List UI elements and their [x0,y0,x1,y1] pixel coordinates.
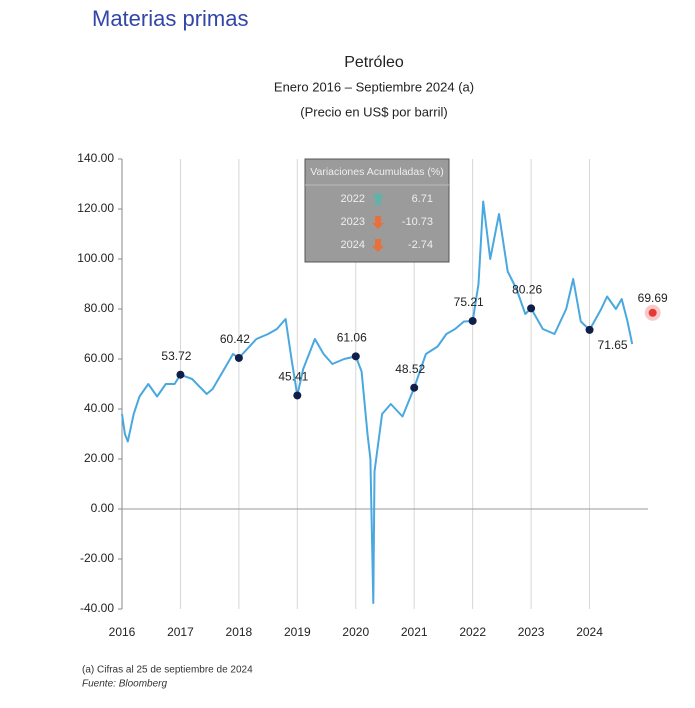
annotation-dot [410,383,419,392]
unit-label: (Precio en US$ por barril) [300,104,447,119]
annotation-label: 53.72 [161,349,191,363]
inset-year: 2023 [341,216,365,228]
y-tick-label: 140.00 [77,151,114,165]
footnote: (a) Cifras al 25 de septiembre de 2024 [82,665,253,676]
annotation-label: 71.65 [598,338,628,352]
y-tick-label: -20.00 [80,551,114,565]
y-tick-label: 80.00 [84,301,114,315]
header-title: Materias primas [92,6,248,31]
annotation-label: 75.21 [454,295,484,309]
price-line [121,200,634,604]
x-tick-label: 2024 [576,625,603,639]
x-tick-label: 2018 [226,625,253,639]
y-tick-label: 40.00 [84,401,114,415]
annotation-label: 80.26 [512,283,542,297]
annotation-label: 61.06 [337,331,367,345]
annotation-label: 60.42 [220,332,250,346]
x-tick-label: 2019 [284,625,311,639]
y-tick-label: 100.00 [77,251,114,265]
source: Fuente: Bloomberg [82,679,167,690]
inset-year: 2024 [341,239,365,251]
annotation-dot [468,316,477,325]
annotation-label: 45.41 [278,370,308,384]
chart-subtitle: Enero 2016 – Septiembre 2024 (a) [274,79,474,94]
annotation-dot [234,353,243,362]
inset-year: 2022 [341,193,365,205]
y-tick-label: 120.00 [77,201,114,215]
inset-title: Variaciones Acumuladas (%) [310,166,443,178]
annotation-dot [293,391,302,400]
x-tick-label: 2016 [109,625,136,639]
annotation-dot [351,352,360,361]
annotation-label: 69.69 [638,291,668,305]
trend-arrow [372,239,384,252]
trend-arrow [372,192,384,205]
inset-value: -10.73 [402,216,433,228]
annotation-dot [527,304,536,313]
x-tick-label: 2017 [167,625,194,639]
x-tick-label: 2022 [459,625,486,639]
annotation-dot [648,308,657,317]
x-tick-label: 2020 [342,625,369,639]
inset-value: -2.74 [408,239,433,251]
y-tick-label: 0.00 [91,501,115,515]
annotation-dot [176,370,185,379]
chart-title: Petróleo [344,54,404,71]
trend-arrow [372,216,384,229]
inset-value: 6.71 [412,193,433,205]
y-tick-label: -40.00 [80,601,114,615]
y-tick-label: 20.00 [84,451,114,465]
y-tick-label: 60.00 [84,351,114,365]
annotation-label: 48.52 [395,362,425,376]
x-tick-label: 2023 [518,625,545,639]
annotation-dot [585,325,594,334]
x-tick-label: 2021 [401,625,428,639]
